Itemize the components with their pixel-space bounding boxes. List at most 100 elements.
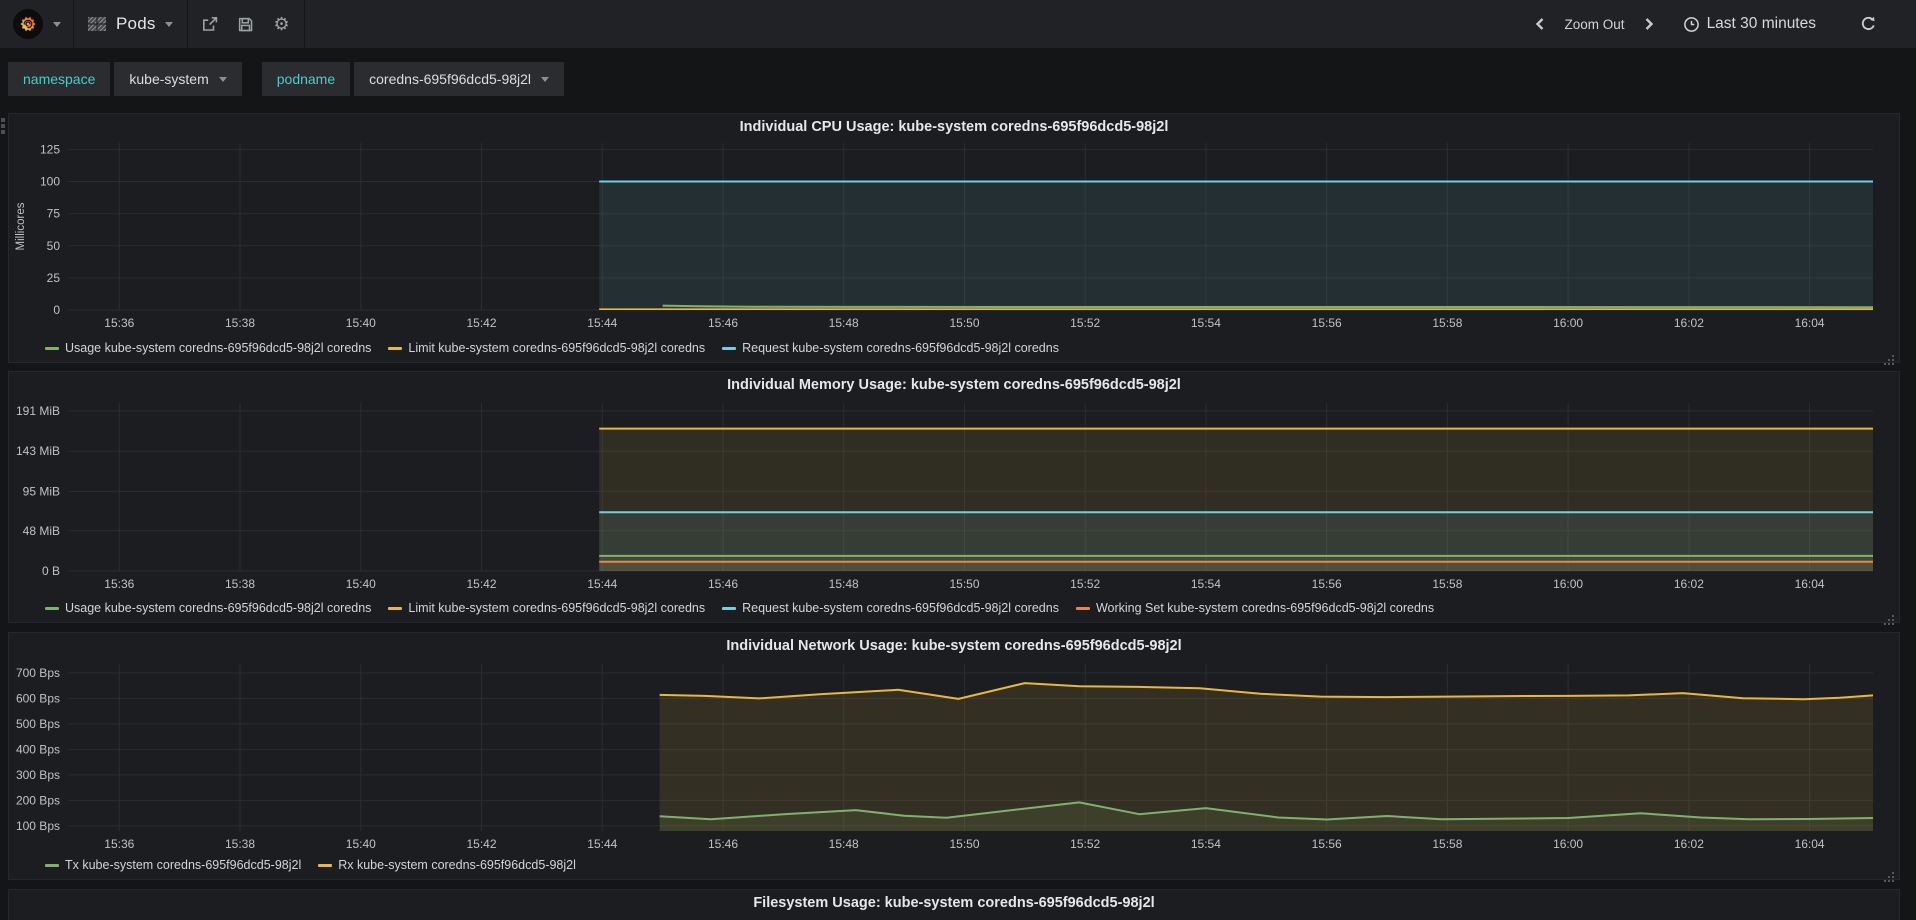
network-chart-plot[interactable]: 100 Bps 200 Bps 300 Bps 400 Bps 500 Bps 600 B…	[9, 633, 1899, 879]
svg-text:700 Bps: 700 Bps	[16, 666, 60, 680]
caret-down-icon	[164, 21, 173, 27]
svg-text:16:04: 16:04	[1795, 316, 1825, 330]
svg-text:15:44: 15:44	[587, 577, 617, 591]
svg-text:16:04: 16:04	[1795, 577, 1825, 591]
svg-text:15:52: 15:52	[1070, 837, 1100, 851]
svg-text:15:56: 15:56	[1312, 577, 1342, 591]
save-button[interactable]	[228, 0, 264, 48]
cpu-chart-plot[interactable]: 0 25 50 75 100 125 15:36 15:38 15:40 15:42 15:44 15…	[9, 114, 1899, 362]
variable-namespace-value[interactable]: kube-system	[114, 62, 242, 96]
grafana-menu-button[interactable]	[0, 0, 74, 48]
panel-resize-handle[interactable]	[1892, 615, 1894, 617]
grafana-logo-icon	[13, 9, 43, 39]
legend-series-marker	[388, 606, 403, 610]
svg-text:15:46: 15:46	[708, 577, 738, 591]
settings-button[interactable]: ⚙	[264, 0, 300, 48]
legend-item[interactable]: Usage kube-system coredns-695f96dcd5-98j…	[45, 601, 371, 615]
panel-resize-handle[interactable]	[1892, 872, 1894, 874]
panel-title[interactable]: Individual Memory Usage: kube-system cor…	[727, 377, 1181, 393]
panel-title[interactable]: Filesystem Usage: kube-system coredns-69…	[753, 895, 1155, 911]
clock-icon	[1683, 16, 1699, 32]
svg-text:15:48: 15:48	[829, 577, 859, 591]
legend-item[interactable]: Limit kube-system coredns-695f96dcd5-98j…	[388, 341, 705, 355]
svg-text:143 MiB: 143 MiB	[16, 444, 60, 458]
variable-podname: podname coredns-695f96dcd5-98j2l	[261, 62, 565, 96]
legend-item[interactable]: Usage kube-system coredns-695f96dcd5-98j…	[45, 341, 371, 355]
svg-text:16:00: 16:00	[1553, 577, 1583, 591]
svg-text:15:42: 15:42	[466, 577, 496, 591]
svg-text:15:44: 15:44	[587, 837, 617, 851]
legend-item[interactable]: Tx kube-system coredns-695f96dcd5-98j2l	[45, 858, 301, 872]
legend-item[interactable]: Request kube-system coredns-695f96dcd5-9…	[722, 601, 1059, 615]
template-variables-row: namespace kube-system podname coredns-69…	[8, 62, 1916, 96]
dashboard-title: Pods	[116, 14, 156, 33]
svg-text:15:58: 15:58	[1432, 316, 1462, 330]
panel-title[interactable]: Individual Network Usage: kube-system co…	[726, 638, 1182, 654]
legend-series-label: Limit kube-system coredns-695f96dcd5-98j…	[408, 341, 706, 355]
svg-text:95 MiB: 95 MiB	[23, 484, 60, 498]
row-drag-handle[interactable]	[1, 118, 5, 122]
legend-series-label: Usage kube-system coredns-695f96dcd5-98j…	[65, 341, 372, 355]
svg-text:16:02: 16:02	[1674, 316, 1704, 330]
chart-legend: Tx kube-system coredns-695f96dcd5-98j2l R…	[45, 858, 576, 872]
svg-text:15:36: 15:36	[104, 316, 134, 330]
svg-text:Millicores: Millicores	[15, 202, 27, 250]
legend-item[interactable]: Working Set kube-system coredns-695f96dc…	[1075, 601, 1435, 615]
svg-text:0: 0	[53, 303, 60, 317]
caret-down-icon	[218, 76, 227, 82]
legend-series-marker	[722, 606, 737, 610]
legend-item[interactable]: Request kube-system coredns-695f96dcd5-9…	[722, 341, 1059, 355]
share-button[interactable]	[192, 0, 228, 48]
time-controls: Zoom Out Last 30 minutes	[1525, 0, 1916, 48]
svg-text:191 MiB: 191 MiB	[16, 404, 60, 418]
refresh-button[interactable]	[1850, 0, 1886, 48]
memory-chart-plot[interactable]: 0 B 48 MiB 95 MiB 143 MiB 191 MiB 15:36 15:38 1…	[9, 372, 1899, 622]
legend-series-marker	[722, 346, 737, 350]
svg-text:15:54: 15:54	[1191, 316, 1221, 330]
svg-text:25: 25	[47, 271, 61, 285]
svg-text:16:02: 16:02	[1674, 577, 1704, 591]
variable-podname-label: podname	[261, 62, 351, 96]
svg-text:16:00: 16:00	[1553, 837, 1583, 851]
svg-text:15:40: 15:40	[346, 577, 376, 591]
svg-text:100 Bps: 100 Bps	[16, 819, 60, 833]
svg-text:16:02: 16:02	[1674, 837, 1704, 851]
svg-text:15:50: 15:50	[949, 837, 979, 851]
save-icon	[238, 17, 253, 31]
svg-text:15:36: 15:36	[104, 837, 134, 851]
legend-series-marker	[318, 863, 333, 867]
svg-text:15:38: 15:38	[225, 837, 255, 851]
grid-icon	[88, 17, 106, 31]
svg-text:125: 125	[40, 142, 60, 156]
svg-text:15:50: 15:50	[949, 316, 979, 330]
legend-series-label: Request kube-system coredns-695f96dcd5-9…	[742, 341, 1059, 355]
variable-podname-value[interactable]: coredns-695f96dcd5-98j2l	[354, 62, 565, 96]
panel-title[interactable]: Individual CPU Usage: kube-system coredn…	[739, 119, 1169, 135]
svg-text:500 Bps: 500 Bps	[16, 717, 60, 731]
legend-series-label: Working Set kube-system coredns-695f96dc…	[1095, 601, 1435, 615]
caret-down-icon	[53, 21, 61, 27]
panel-cpu-usage: Individual CPU Usage: kube-system coredn…	[8, 113, 1900, 363]
time-back-button[interactable]	[1525, 0, 1555, 48]
legend-item[interactable]: Rx kube-system coredns-695f96dcd5-98j2l	[318, 858, 576, 872]
time-forward-button[interactable]	[1635, 0, 1665, 48]
svg-text:16:00: 16:00	[1553, 316, 1583, 330]
legend-item[interactable]: Limit kube-system coredns-695f96dcd5-98j…	[388, 601, 705, 615]
svg-text:15:42: 15:42	[466, 316, 496, 330]
svg-text:15:54: 15:54	[1191, 837, 1221, 851]
zoom-out-button[interactable]: Zoom Out	[1564, 16, 1625, 32]
svg-text:15:44: 15:44	[587, 316, 617, 330]
svg-text:0 B: 0 B	[42, 564, 60, 578]
time-range-picker[interactable]: Last 30 minutes	[1683, 15, 1816, 33]
dashboard-picker[interactable]: Pods	[74, 0, 188, 48]
svg-text:600 Bps: 600 Bps	[16, 691, 60, 705]
svg-text:15:40: 15:40	[346, 316, 376, 330]
refresh-icon	[1861, 16, 1875, 30]
variable-namespace-label: namespace	[8, 62, 111, 96]
legend-series-label: Rx kube-system coredns-695f96dcd5-98j2l	[338, 858, 576, 872]
svg-text:16:04: 16:04	[1795, 837, 1825, 851]
svg-text:75: 75	[47, 207, 61, 221]
svg-text:300 Bps: 300 Bps	[16, 768, 60, 782]
panel-resize-handle[interactable]	[1892, 355, 1894, 357]
svg-text:15:38: 15:38	[225, 316, 255, 330]
